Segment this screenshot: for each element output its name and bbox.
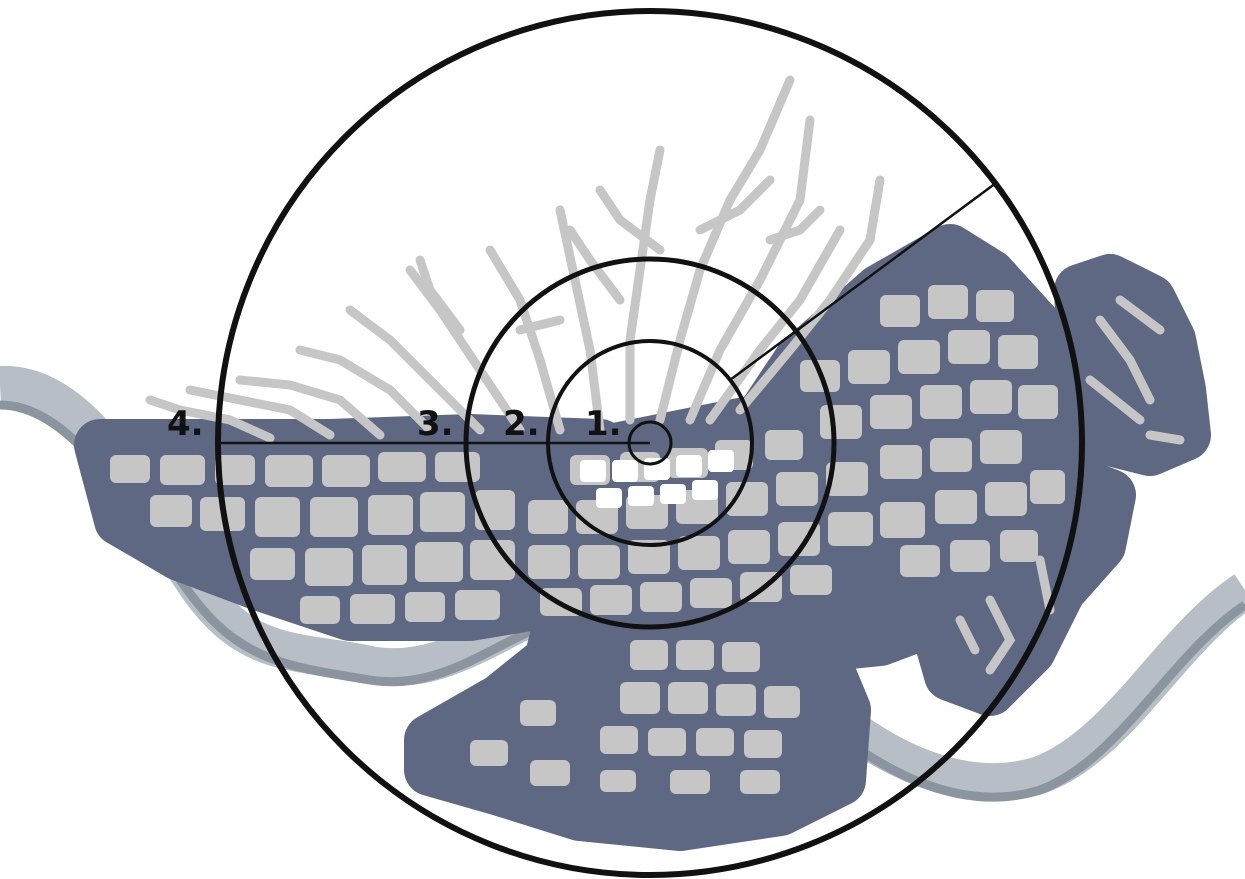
- fingers-north: [145, 75, 885, 443]
- ring-label-3: 3.: [417, 404, 454, 444]
- blocks-east: [955, 295, 1185, 675]
- ring-label-1: 1.: [585, 404, 622, 444]
- ring-1: [546, 339, 754, 547]
- ring-center: [627, 420, 673, 466]
- concentric-rings: [215, 8, 1085, 878]
- blocks-west: [110, 452, 515, 624]
- blocks-northeast: [800, 285, 1065, 577]
- northeast-radius-line: [729, 181, 997, 382]
- blocks-south: [470, 640, 800, 794]
- ring-labels: 1. 2. 3. 4.: [167, 404, 622, 444]
- radius-lines: [219, 181, 997, 445]
- ring-3: [215, 8, 1085, 878]
- ring-label-2: 2.: [503, 404, 540, 444]
- buffer-southeast: [914, 454, 1136, 716]
- ring-label-4: 4.: [167, 404, 204, 444]
- built-fabric: [110, 75, 1185, 794]
- ring-2: [463, 256, 837, 630]
